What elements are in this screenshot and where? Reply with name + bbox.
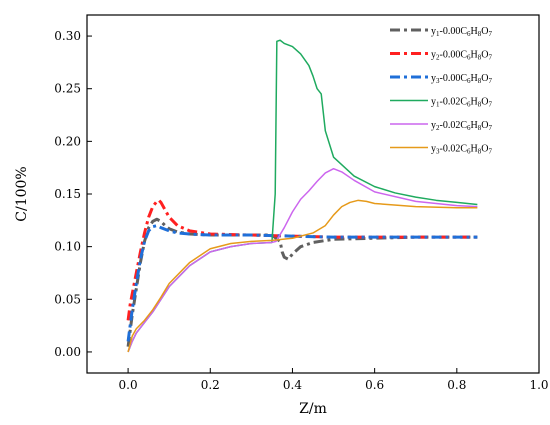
legend-label-part: 1 xyxy=(436,101,440,109)
legend-label-part: H xyxy=(471,26,478,37)
legend-label-part: O xyxy=(481,73,488,84)
legend-label-part: H xyxy=(471,50,478,61)
legend-label-part: -0.00C xyxy=(440,50,468,61)
series-line-5 xyxy=(127,167,478,353)
legend-label-part: 8 xyxy=(478,77,482,85)
legend-label-part: H xyxy=(471,73,478,84)
series-line-2 xyxy=(126,198,478,321)
legend-label-part: H xyxy=(471,120,478,131)
x-tick-label: 0.2 xyxy=(201,378,220,392)
y-tick-label: 0.10 xyxy=(54,240,81,254)
x-tick-label: 0.8 xyxy=(447,378,466,392)
legend-label-5: y2-0.02C6H8O7 xyxy=(431,120,492,132)
legend-label-part: -0.00C xyxy=(440,73,468,84)
legend-label-part: -0.00C xyxy=(440,26,468,37)
legend-label-part: O xyxy=(481,50,488,61)
y-tick-label: 0.30 xyxy=(54,29,81,43)
series-line-1 xyxy=(126,217,478,347)
x-tick-label: 0.6 xyxy=(365,378,384,392)
x-tick-label: 1.0 xyxy=(529,378,548,392)
y-axis-title: C/100% xyxy=(14,166,30,221)
legend-label-part: 7 xyxy=(488,148,492,156)
legend-label-part: 3 xyxy=(436,148,440,156)
legend-label-part: 6 xyxy=(467,101,471,109)
legend-label-part: 6 xyxy=(467,77,471,85)
series-line-3 xyxy=(126,224,478,342)
legend-label-part: 3 xyxy=(436,77,440,85)
legend-label-part: 8 xyxy=(478,148,482,156)
y-tick-label: 0.00 xyxy=(54,345,81,359)
legend-label-part: 7 xyxy=(488,124,492,132)
legend-label-part: 6 xyxy=(467,124,471,132)
x-axis-title: Z/m xyxy=(299,401,327,417)
legend: y1-0.00C6H8O7y2-0.00C6H8O7y3-0.00C6H8O7y… xyxy=(390,26,492,156)
y-tick-label: 0.15 xyxy=(54,187,81,201)
x-tick-label: 0.4 xyxy=(283,378,302,392)
legend-label-part: 8 xyxy=(478,30,482,38)
legend-label-part: y xyxy=(431,97,436,108)
legend-label-part: O xyxy=(481,26,488,37)
legend-label-part: O xyxy=(481,144,488,155)
legend-label-part: -0.02C xyxy=(440,120,468,131)
legend-label-part: 2 xyxy=(436,124,440,132)
legend-label-part: -0.02C xyxy=(440,97,468,108)
legend-label-part: y xyxy=(431,144,436,155)
legend-label-part: O xyxy=(481,97,488,108)
series-layer xyxy=(126,39,478,353)
legend-label-part: H xyxy=(471,144,478,155)
y-tick-label: 0.05 xyxy=(54,292,81,306)
y-tick-label: 0.25 xyxy=(54,82,81,96)
legend-label-part: y xyxy=(431,26,436,37)
legend-label-2: y2-0.00C6H8O7 xyxy=(431,50,492,62)
legend-label-3: y3-0.00C6H8O7 xyxy=(431,73,492,85)
legend-label-part: 7 xyxy=(488,77,492,85)
x-axis: 0.0 0.2 0.4 0.6 0.8 1.0 xyxy=(119,368,549,392)
x-tick-label: 0.0 xyxy=(119,378,138,392)
legend-label-part: 7 xyxy=(488,30,492,38)
legend-label-part: 8 xyxy=(478,124,482,132)
legend-label-6: y3-0.02C6H8O7 xyxy=(431,144,492,156)
legend-label-1: y1-0.00C6H8O7 xyxy=(431,26,492,38)
legend-label-part: y xyxy=(431,50,436,61)
legend-label-part: 6 xyxy=(467,148,471,156)
legend-label-part: y xyxy=(431,73,436,84)
legend-label-part: -0.02C xyxy=(440,144,468,155)
plot-frame xyxy=(86,14,540,374)
legend-label-part: H xyxy=(471,97,478,108)
legend-label-part: 8 xyxy=(478,101,482,109)
legend-label-part: 8 xyxy=(478,54,482,62)
legend-label-4: y1-0.02C6H8O7 xyxy=(431,97,492,109)
series-line-6 xyxy=(127,199,478,353)
legend-label-part: 2 xyxy=(436,54,440,62)
legend-label-part: 7 xyxy=(488,54,492,62)
y-axis: 0.00 0.05 0.10 0.15 0.20 0.25 0.30 xyxy=(54,29,92,359)
legend-label-part: O xyxy=(481,120,488,131)
legend-label-part: y xyxy=(431,120,436,131)
legend-label-part: 1 xyxy=(436,30,440,38)
legend-label-part: 7 xyxy=(488,101,492,109)
y-tick-label: 0.20 xyxy=(54,134,81,148)
legend-label-part: 6 xyxy=(467,54,471,62)
legend-label-part: 6 xyxy=(467,30,471,38)
